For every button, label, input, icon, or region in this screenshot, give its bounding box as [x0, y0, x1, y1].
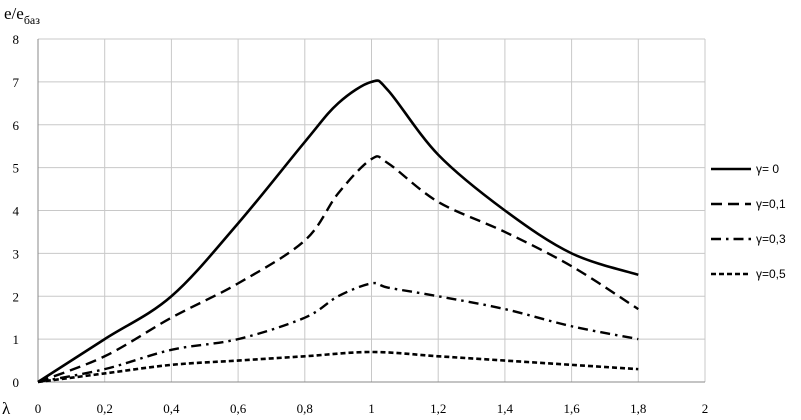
- y-axis-title: e/eбаз: [4, 4, 40, 27]
- series-lines: [37, 79, 639, 384]
- legend-label-4: γ=0,5: [756, 267, 786, 281]
- y-tick-label: 8: [13, 32, 20, 47]
- legend-label-1: γ= 0: [756, 162, 779, 176]
- series-line-3: [37, 281, 639, 384]
- y-tick-label: 0: [13, 375, 20, 390]
- x-tick-label: 1,4: [497, 401, 514, 416]
- x-tick-label: 0,4: [163, 401, 180, 416]
- series-line-4: [37, 350, 639, 384]
- y-tick-label: 3: [13, 246, 20, 261]
- y-tick-label: 2: [13, 289, 20, 304]
- x-axis-title: λ: [2, 399, 11, 418]
- tick-labels: 0 1 2 3 4 5 6 7 8 0 0,2 0,4 0,6 0,8 1 1,2 1,4 1,6 1,8 2: [13, 32, 709, 416]
- x-tick-label: 0,2: [97, 401, 113, 416]
- grid: [38, 38, 706, 382]
- x-tick-label: 1,6: [563, 401, 580, 416]
- x-tick-label: 1: [368, 401, 375, 416]
- y-tick-label: 5: [13, 161, 20, 176]
- axes: [37, 39, 705, 383]
- x-tick-label: 0: [35, 401, 42, 416]
- y-tick-label: 4: [13, 204, 20, 219]
- legend-label-2: γ=0,1: [756, 197, 786, 211]
- legend-label-3: γ=0,3: [756, 232, 786, 246]
- x-tick-label: 0,6: [230, 401, 247, 416]
- legend: γ= 0 γ=0,1 γ=0,3 γ=0,5: [711, 162, 786, 281]
- x-tick-label: 2: [702, 401, 709, 416]
- x-tick-label: 1,2: [430, 401, 446, 416]
- series-line-1: [37, 79, 639, 384]
- y-tick-label: 6: [13, 118, 20, 133]
- x-tick-label: 1,8: [630, 401, 646, 416]
- series-line-2: [37, 155, 639, 384]
- y-tick-label: 7: [13, 75, 20, 90]
- y-tick-label: 1: [13, 332, 20, 347]
- x-tick-label: 0,8: [297, 401, 313, 416]
